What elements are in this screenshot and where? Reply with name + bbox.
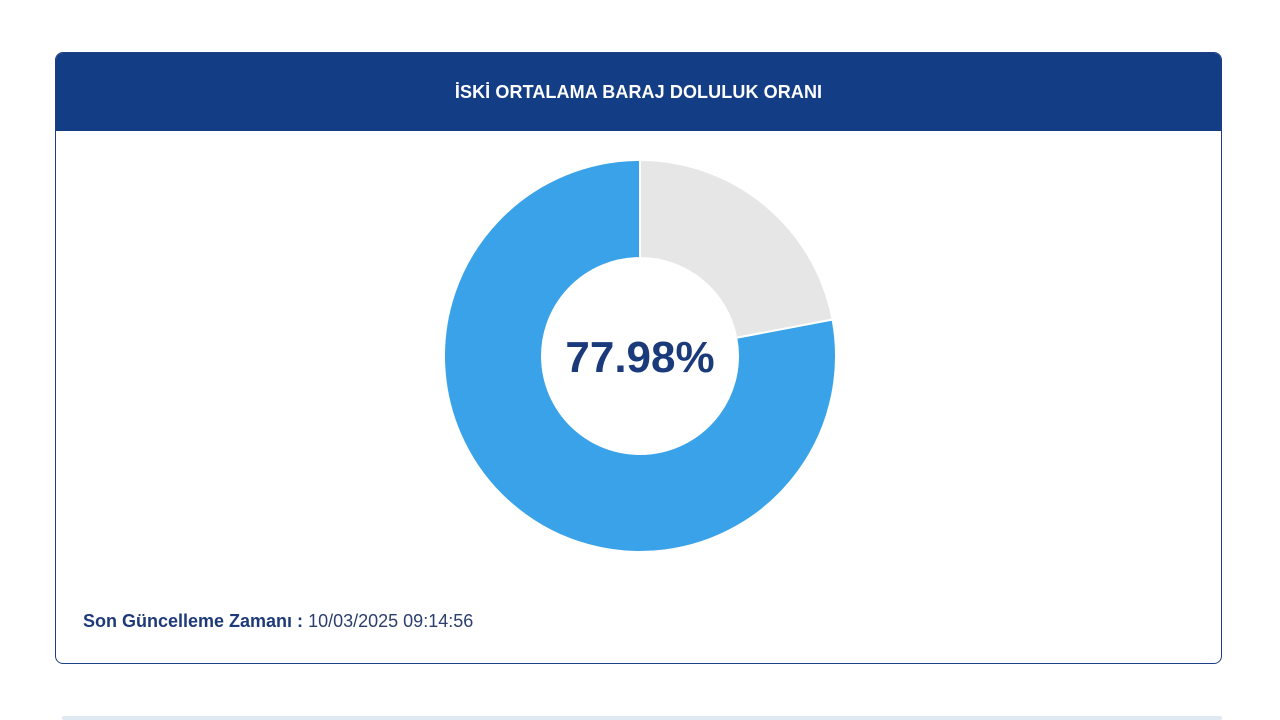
card-title: İSKİ ORTALAMA BARAJ DOLULUK ORANI [454, 81, 823, 102]
last-update-value: 10/03/2025 09:14:56 [308, 611, 474, 631]
filled-slice [443, 159, 837, 553]
last-update: Son Güncelleme Zamanı : 10/03/2025 09:14… [83, 611, 473, 632]
last-update-label: Son Güncelleme Zamanı : [83, 611, 304, 631]
center-percentage-label: 77.98% [565, 333, 714, 382]
next-card-edge [62, 716, 1222, 720]
donut-chart: 77.98% [443, 159, 837, 553]
chart-area: 77.98% [56, 131, 1221, 571]
empty-slice [639, 159, 834, 339]
dam-occupancy-card: İSKİ ORTALAMA BARAJ DOLULUK ORANI 77.98%… [55, 52, 1222, 664]
card-header: İSKİ ORTALAMA BARAJ DOLULUK ORANI [56, 53, 1221, 131]
